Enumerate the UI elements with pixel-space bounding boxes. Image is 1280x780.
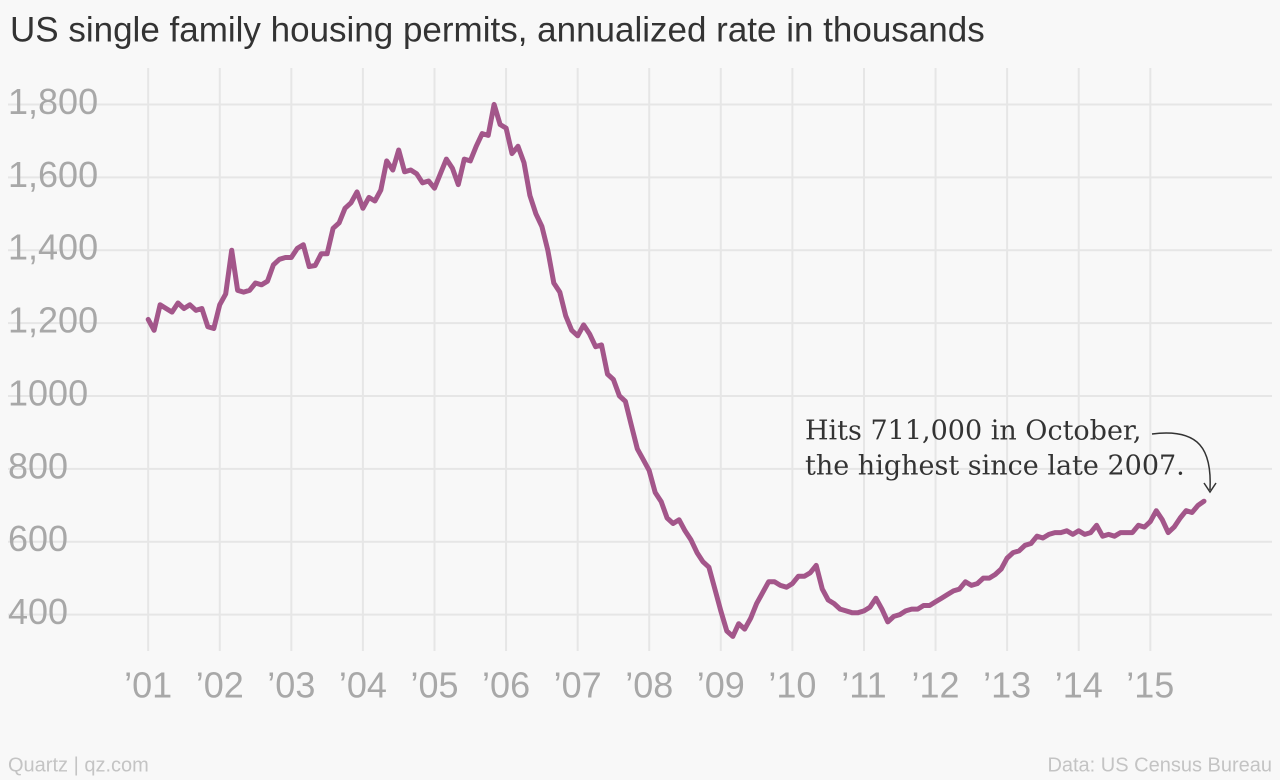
annotation-arrow xyxy=(1151,432,1211,491)
x-tick-label: ’10 xyxy=(768,665,816,706)
y-tick-label: 600 xyxy=(8,518,68,559)
x-tick-label: ’02 xyxy=(196,665,244,706)
annotation: Hits 711,000 in October, xyxy=(805,416,1141,447)
y-tick-label: 1,600 xyxy=(8,154,98,195)
y-tick-label: 1,400 xyxy=(8,227,98,268)
x-tick-label: ’07 xyxy=(554,665,602,706)
x-tick-label: ’01 xyxy=(124,665,172,706)
chart-title: US single family housing permits, annual… xyxy=(10,10,985,49)
arrow-head xyxy=(1203,482,1217,494)
y-tick-label: 800 xyxy=(8,445,68,486)
line-series xyxy=(145,101,1207,639)
y-tick-label: 400 xyxy=(8,591,68,632)
x-tick-label: ’11 xyxy=(841,665,886,706)
credit: Quartz | qz.com xyxy=(8,754,149,776)
x-tick-label: ’03 xyxy=(267,665,315,706)
x-tick-label: ’12 xyxy=(912,665,960,706)
y-tick-label: 1,800 xyxy=(8,81,98,122)
x-tick-label: ’05 xyxy=(410,665,458,706)
x-tick-label: ’04 xyxy=(339,665,387,706)
x-tick-label: ’13 xyxy=(983,665,1031,706)
x-tick-label: ’09 xyxy=(697,665,745,706)
x-tick-label: ’08 xyxy=(625,665,673,706)
annotation: the highest since late 2007. xyxy=(805,451,1185,482)
x-tick-label: ’15 xyxy=(1126,665,1174,706)
source: Data: US Census Bureau xyxy=(1047,754,1272,776)
y-tick-label: 1,200 xyxy=(8,300,98,341)
x-tick-label: ’06 xyxy=(482,665,530,706)
y-tick-label: 1000 xyxy=(8,372,88,413)
x-tick-label: ’14 xyxy=(1055,665,1103,706)
